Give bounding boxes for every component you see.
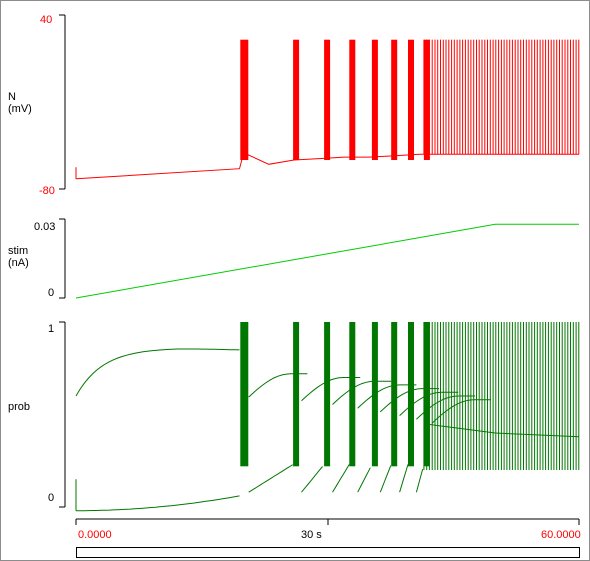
prob-ytick-top: 1 [48, 323, 54, 335]
prob-spike-burst [408, 322, 414, 467]
graph-canvas: N (mV) 40 -80 stim (nA) 0.03 0 prob 1 0 … [8, 14, 581, 541]
prob-recovery-curve [332, 464, 350, 493]
prob-tail-line [423, 423, 580, 438]
prob-spike-burst [391, 322, 398, 467]
prob-spike-burst [240, 322, 249, 467]
prob-spike-burst [349, 322, 356, 467]
prob-trace [75, 322, 580, 512]
prob-envelope-curve [332, 380, 392, 405]
time-label-start: 0.0000 [78, 529, 112, 541]
voltage-axis-label-n: N [8, 91, 16, 103]
prob-envelope-curve [431, 399, 491, 424]
prob-recovery-curve [399, 464, 409, 493]
voltage-axis-label-unit: (mV) [8, 103, 32, 115]
prob-upper-curve [75, 348, 240, 397]
prob-spike-burst [324, 322, 331, 467]
prob-recovery-curve [379, 465, 392, 493]
voltage-ytick-top: 40 [40, 14, 52, 26]
voltage-spike-burst [408, 39, 414, 161]
prob-recovery-curve [301, 466, 323, 493]
voltage-trace [75, 39, 580, 180]
stim-axis-label-unit: (nA) [8, 257, 29, 269]
prob-envelope-curve [357, 384, 417, 409]
voltage-spike-burst [391, 39, 398, 161]
voltage-spike-burst [324, 39, 331, 161]
prob-ytick-bottom: 0 [48, 492, 54, 504]
time-label-mid: 30 s [301, 529, 322, 541]
voltage-spike-burst [240, 39, 249, 161]
time-scrollbar[interactable] [76, 547, 580, 558]
stim-line [75, 223, 579, 299]
stim-ytick-bottom: 0 [48, 287, 54, 299]
stim-axis-label-stim: stim [8, 245, 28, 257]
voltage-ytick-bottom: -80 [39, 185, 55, 197]
stim-trace [75, 223, 579, 299]
voltage-spike-burst [293, 39, 300, 161]
prob-lower-curve [76, 495, 240, 512]
prob-spike-burst [293, 322, 300, 467]
prob-spike-burst [371, 322, 378, 467]
stim-ytick-top: 0.03 [34, 221, 55, 233]
voltage-spike-burst [349, 39, 356, 161]
time-label-end: 60.0000 [541, 529, 581, 541]
prob-recovery-curve [415, 468, 424, 493]
prob-recovery-curve [248, 464, 293, 493]
prob-recovery-curve [357, 467, 371, 493]
prob-axis-label: prob [8, 401, 30, 413]
voltage-spike-burst [371, 39, 378, 161]
